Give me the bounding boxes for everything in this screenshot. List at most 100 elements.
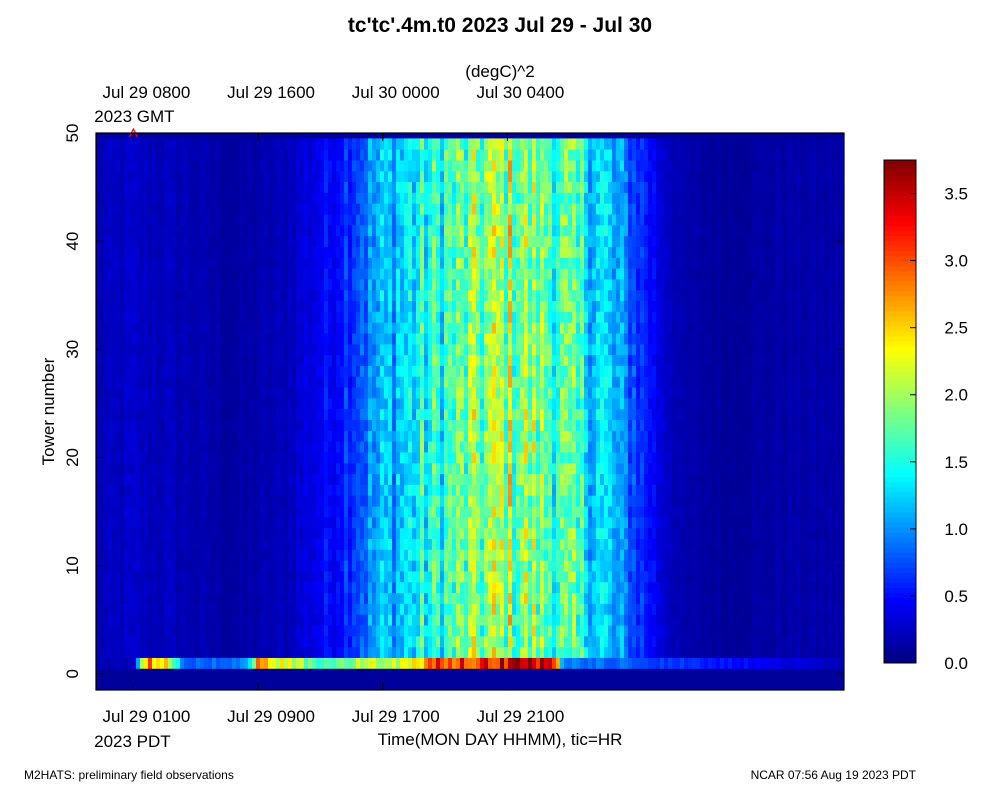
heat-cell: [272, 614, 277, 626]
heat-cell: [128, 149, 133, 161]
heat-cell: [496, 560, 501, 572]
heat-cell: [112, 279, 117, 291]
heat-cell: [132, 441, 137, 453]
heat-cell: [364, 581, 369, 594]
heat-cell: [200, 419, 205, 431]
heat-cell: [196, 268, 201, 280]
heat-cell: [360, 322, 365, 334]
heat-cell: [444, 625, 449, 637]
heat-cell: [276, 138, 281, 150]
heat-cell: [216, 181, 221, 193]
heat-cell: [400, 235, 405, 247]
heat-cell: [244, 138, 249, 150]
heat-cell: [368, 625, 373, 637]
heat-cell: [316, 181, 321, 193]
heat-cell: [256, 452, 261, 464]
heat-cell: [208, 311, 213, 323]
heat-cell: [368, 322, 373, 334]
heat-cell: [260, 441, 265, 453]
heat-cell: [348, 462, 353, 475]
heat-cell: [308, 408, 313, 421]
heat-cell: [104, 279, 109, 291]
heat-cell: [460, 495, 465, 507]
heat-cell: [108, 289, 113, 302]
heat-cell: [284, 473, 289, 485]
heat-cell: [392, 192, 397, 204]
heat-cell: [288, 397, 293, 410]
heat-cell: [420, 408, 425, 421]
heat-cell: [136, 343, 141, 356]
heat-cell: [284, 300, 289, 312]
heat-cell: [408, 354, 413, 366]
heat-cell: [240, 516, 245, 529]
heat-cell: [156, 527, 161, 539]
heat-cell: [184, 549, 189, 561]
heat-cell: [368, 214, 373, 226]
heat-cell: [468, 614, 473, 626]
heat-cell: [336, 592, 341, 604]
heat-cell: [196, 430, 201, 442]
heat-cell: [344, 268, 349, 280]
heat-cell: [140, 549, 145, 561]
heat-cell: [432, 473, 437, 485]
heat-cell: [464, 365, 469, 377]
heat-cell: [264, 657, 269, 669]
heat-cell: [468, 506, 473, 518]
heat-cell: [176, 138, 181, 150]
heat-cell: [368, 333, 373, 345]
heat-cell: [256, 268, 261, 280]
heat-cell: [244, 246, 249, 258]
heat-cell: [124, 397, 129, 410]
heat-cell: [128, 214, 133, 226]
heat-cell: [420, 657, 425, 669]
heat-cell: [132, 149, 137, 161]
heat-cell: [400, 246, 405, 258]
heat-cell: [344, 387, 349, 399]
heat-cell: [276, 354, 281, 366]
heat-cell: [456, 571, 461, 583]
heat-cell: [312, 311, 317, 323]
heat-cell: [108, 527, 113, 539]
heat-cell: [236, 625, 241, 637]
heat-cell: [116, 235, 121, 247]
heat-cell: [252, 376, 257, 388]
heat-cell: [248, 549, 253, 561]
heat-cell: [132, 581, 137, 594]
heat-cell: [364, 625, 369, 637]
heat-cell: [340, 311, 345, 323]
heat-cell: [224, 224, 229, 237]
heat-cell: [212, 581, 217, 594]
heat-cell: [208, 646, 213, 658]
heat-cell: [216, 473, 221, 485]
heat-cell: [272, 603, 277, 615]
heat-cell: [416, 279, 421, 291]
heat-cell: [120, 268, 125, 280]
heat-cell: [288, 322, 293, 334]
heat-cell: [176, 365, 181, 377]
heat-cell: [488, 138, 493, 150]
heat-cell: [360, 419, 365, 431]
heat-cell: [324, 484, 329, 496]
heat-cell: [416, 354, 421, 366]
heat-cell: [440, 484, 445, 496]
heat-cell: [412, 376, 417, 388]
heat-cell: [136, 300, 141, 312]
heat-cell: [344, 560, 349, 572]
heat-cell: [168, 625, 173, 637]
heat-cell: [240, 657, 245, 669]
heat-cell: [276, 149, 281, 161]
heat-cell: [444, 635, 449, 648]
heat-cell: [144, 657, 149, 669]
heat-cell: [364, 571, 369, 583]
heat-cell: [420, 495, 425, 507]
heat-cell: [128, 170, 133, 183]
heat-cell: [112, 635, 117, 648]
heat-cell: [348, 614, 353, 626]
heat-cell: [408, 138, 413, 150]
heat-cell: [452, 203, 457, 215]
heat-cell: [356, 354, 361, 366]
heat-cell: [252, 560, 257, 572]
heat-cell: [148, 387, 153, 399]
heat-cell: [492, 365, 497, 377]
heat-cell: [260, 397, 265, 410]
